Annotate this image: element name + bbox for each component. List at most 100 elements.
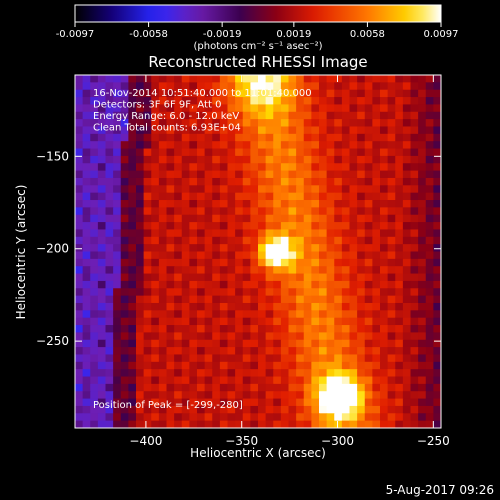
heatmap-pixel	[372, 273, 381, 282]
heatmap-pixel	[334, 119, 343, 128]
heatmap-pixel	[334, 325, 343, 333]
heatmap-pixel	[166, 383, 175, 392]
heatmap-pixel	[113, 420, 122, 428]
heatmap-pixel	[219, 192, 229, 201]
heatmap-pixel	[395, 339, 404, 348]
heatmap-pixel	[311, 104, 320, 113]
heatmap-pixel	[235, 317, 244, 326]
heatmap-pixel	[288, 119, 297, 128]
heatmap-pixel	[158, 266, 168, 275]
heatmap-pixel	[326, 155, 335, 164]
heatmap-pixel	[136, 97, 145, 106]
heatmap-pixel	[181, 185, 190, 194]
heatmap-pixel	[197, 192, 206, 201]
heatmap-pixel	[227, 398, 236, 407]
heatmap-pixel	[265, 258, 274, 267]
heatmap-pixel	[197, 207, 206, 216]
heatmap-pixel	[105, 310, 114, 319]
heatmap-pixel	[296, 75, 305, 83]
heatmap-pixel	[258, 258, 267, 267]
y-axis-label: Heliocentric Y (arcsec)	[14, 185, 28, 320]
heatmap-pixel	[227, 192, 236, 201]
heatmap-pixel	[242, 141, 251, 150]
heatmap-pixel	[181, 361, 190, 370]
heatmap-pixel	[113, 82, 122, 91]
heatmap-pixel	[227, 89, 236, 98]
heatmap-pixel	[197, 119, 206, 128]
heatmap-pixel	[242, 244, 251, 253]
heatmap-pixel	[143, 89, 152, 98]
heatmap-pixel	[250, 133, 259, 142]
heatmap-pixel	[151, 251, 160, 260]
annotation-line: Detectors: 3F 6F 9F, Att 0	[93, 100, 221, 111]
heatmap-pixel	[387, 383, 396, 392]
heatmap-pixel	[418, 332, 427, 341]
heatmap-pixel	[151, 339, 160, 348]
heatmap-pixel	[128, 104, 137, 113]
heatmap-pixel	[242, 133, 251, 142]
heatmap-pixel	[395, 97, 404, 106]
heatmap-pixel	[250, 229, 259, 238]
heatmap-pixel	[212, 244, 221, 253]
heatmap-pixel	[319, 376, 328, 385]
heatmap-pixel	[280, 163, 290, 172]
heatmap-pixel	[402, 361, 412, 370]
heatmap-pixel	[143, 119, 152, 128]
heatmap-pixel	[326, 82, 335, 91]
heatmap-pixel	[181, 111, 190, 120]
heatmap-pixel	[288, 391, 297, 400]
heatmap-pixel	[136, 273, 145, 282]
heatmap-pixel	[158, 170, 168, 179]
heatmap-pixel	[288, 280, 297, 289]
heatmap-pixel	[212, 111, 221, 120]
heatmap-pixel	[341, 332, 351, 341]
heatmap-pixel	[181, 236, 190, 245]
heatmap-pixel	[128, 273, 137, 282]
heatmap-pixel	[258, 148, 267, 157]
heatmap-pixel	[105, 405, 114, 414]
heatmap-pixel	[242, 339, 251, 348]
heatmap-pixel	[334, 111, 343, 120]
heatmap-pixel	[311, 126, 320, 135]
colorbar-tick-label: 0.0019	[276, 29, 311, 40]
heatmap-pixel	[189, 347, 198, 356]
heatmap-pixel	[136, 288, 145, 297]
heatmap-pixel	[296, 273, 305, 282]
heatmap-pixel	[136, 280, 145, 289]
heatmap-pixel	[158, 310, 168, 319]
heatmap-pixel	[158, 141, 168, 150]
heatmap-pixel	[235, 192, 244, 201]
heatmap-pixel	[181, 391, 190, 400]
heatmap-pixel	[197, 170, 206, 179]
heatmap-pixel	[204, 325, 213, 333]
heatmap-pixel	[364, 266, 373, 275]
heatmap-pixel	[166, 170, 175, 179]
heatmap-pixel	[402, 383, 412, 392]
heatmap-pixel	[189, 214, 198, 223]
heatmap-pixel	[418, 163, 427, 172]
heatmap-pixel	[380, 236, 389, 245]
heatmap-pixel	[372, 170, 381, 179]
heatmap-pixel	[75, 185, 84, 194]
heatmap-pixel	[341, 75, 351, 83]
heatmap-pixel	[235, 288, 244, 297]
heatmap-pixel	[197, 185, 206, 194]
heatmap-pixel	[273, 163, 282, 172]
heatmap-pixel	[296, 302, 305, 311]
heatmap-pixel	[380, 354, 389, 363]
heatmap-pixel	[105, 383, 114, 392]
heatmap-pixel	[174, 97, 183, 106]
heatmap-pixel	[151, 295, 160, 304]
heatmap-pixel	[296, 141, 305, 150]
heatmap-pixel	[128, 413, 137, 422]
heatmap-pixel	[227, 251, 236, 260]
heatmap-pixel	[357, 89, 366, 98]
heatmap-pixel	[181, 258, 190, 267]
heatmap-pixel	[105, 82, 114, 91]
heatmap-pixel	[235, 229, 244, 238]
heatmap-pixel	[90, 82, 99, 91]
heatmap-pixel	[357, 273, 366, 282]
heatmap-pixel	[273, 111, 282, 120]
heatmap-pixel	[418, 192, 427, 201]
